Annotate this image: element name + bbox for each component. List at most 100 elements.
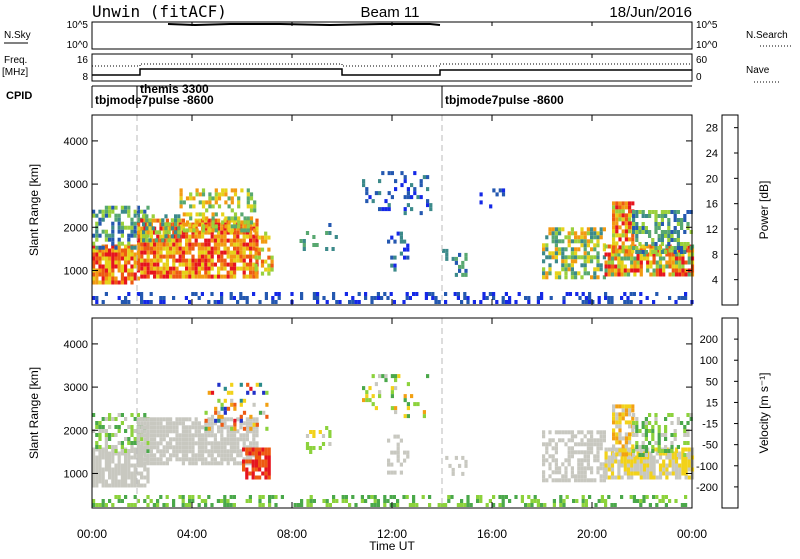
- range-gate-cell: [664, 234, 668, 238]
- range-gate-cell: [162, 445, 166, 450]
- range-gate-cell: [242, 274, 246, 279]
- range-gate-cell: [117, 425, 121, 429]
- range-gate-cell: [153, 421, 157, 426]
- range-gate-cell: [177, 234, 181, 239]
- range-gate-cell: [249, 414, 253, 419]
- range-gate-cell: [249, 421, 253, 426]
- range-gate-cell: [655, 252, 659, 257]
- range-gate-cell: [261, 503, 265, 507]
- range-gate-cell: [501, 188, 506, 193]
- range-gate-cell: [172, 238, 176, 243]
- range-gate-cell: [501, 499, 505, 503]
- range-gate-cell: [146, 274, 150, 279]
- range-gate-cell: [645, 296, 649, 300]
- range-gate-cell: [182, 212, 186, 217]
- range-gate-cell: [159, 495, 163, 499]
- range-gate-cell: [223, 437, 227, 442]
- range-gate-cell: [642, 459, 647, 464]
- range-gate-cell: [245, 433, 249, 438]
- range-gate-cell: [229, 437, 233, 442]
- range-gate-cell: [217, 445, 221, 450]
- range-gate-cell: [143, 461, 147, 466]
- range-gate-cell: [127, 233, 131, 238]
- range-gate-cell: [561, 259, 565, 264]
- range-gate-cell: [596, 458, 600, 463]
- range-gate-cell: [580, 470, 584, 475]
- range-gate-cell: [143, 437, 147, 442]
- range-gate-cell: [175, 266, 179, 271]
- range-gate-cell: [185, 230, 189, 235]
- range-gate-cell: [229, 429, 233, 434]
- range-gate-cell: [120, 499, 124, 503]
- range-gate-cell: [165, 457, 169, 462]
- range-gate-cell: [130, 276, 134, 281]
- range-gate-cell: [153, 417, 157, 422]
- range-gate-cell: [185, 429, 189, 434]
- range-gate-cell: [583, 231, 587, 236]
- range-gate-cell: [604, 292, 608, 296]
- range-gate-cell: [213, 421, 217, 426]
- range-gate-cell: [687, 252, 691, 257]
- range-gate-cell: [570, 430, 574, 435]
- range-gate-cell: [621, 416, 625, 421]
- range-gate-cell: [233, 242, 237, 247]
- range-gate-cell: [207, 433, 211, 438]
- range-gate-cell: [161, 218, 165, 223]
- range-gate-cell: [117, 429, 121, 433]
- range-gate-cell: [577, 470, 581, 475]
- range-gate-cell: [554, 478, 558, 483]
- range-gate-cell: [615, 205, 619, 210]
- range-gate-cell: [207, 270, 211, 275]
- range-gate-cell: [213, 461, 217, 466]
- range-gate-cell: [124, 264, 128, 269]
- range-gate-cell: [233, 246, 237, 251]
- range-gate-cell: [389, 292, 393, 296]
- range-gate-cell: [264, 259, 268, 264]
- range-gate-cell: [390, 390, 394, 395]
- range-gate-cell: [664, 445, 668, 449]
- range-gate-cell: [201, 437, 205, 442]
- range-gate-cell: [396, 434, 400, 439]
- range-gate-cell: [270, 259, 274, 264]
- range-gate-cell: [680, 218, 684, 222]
- range-gate-cell: [684, 292, 688, 296]
- range-gate-cell: [130, 233, 134, 238]
- range-gate-cell: [623, 264, 627, 269]
- range-gate-cell: [197, 441, 201, 446]
- range-gate-cell: [325, 300, 329, 304]
- range-gate-cell: [607, 252, 611, 257]
- range-gate-cell: [612, 428, 616, 433]
- range-gate-cell: [229, 230, 233, 235]
- range-gate-cell: [207, 266, 211, 271]
- range-gate-cell: [181, 262, 185, 267]
- range-gate-cell: [392, 503, 396, 507]
- range-gate-cell: [220, 414, 224, 419]
- range-gate-cell: [632, 425, 636, 429]
- range-gate-cell: [127, 252, 131, 257]
- range-gate-cell: [402, 495, 406, 499]
- range-gate-cell: [181, 254, 185, 259]
- range-gate-cell: [130, 503, 134, 507]
- range-gate-cell: [249, 242, 253, 247]
- range-gate-cell: [545, 235, 549, 240]
- range-gate-cell: [169, 274, 173, 279]
- range-gate-cell: [207, 250, 211, 255]
- range-gate-cell: [396, 446, 400, 451]
- range-gate-cell: [201, 433, 205, 438]
- range-gate-cell: [635, 246, 639, 250]
- range-gate-cell: [621, 444, 625, 449]
- range-gate-cell: [124, 417, 128, 421]
- range-gate-cell: [612, 229, 616, 234]
- range-gate-cell: [181, 417, 185, 422]
- range-gate-cell: [617, 475, 621, 480]
- range-gate-cell: [172, 258, 176, 263]
- range-gate-cell: [655, 475, 659, 480]
- range-gate-cell: [175, 453, 179, 458]
- range-gate-cell: [614, 272, 618, 277]
- range-gate-cell: [149, 437, 153, 442]
- range-gate-cell: [98, 248, 102, 253]
- range-gate-cell: [210, 457, 214, 462]
- range-gate-cell: [117, 280, 121, 285]
- power-ylabel: Slant Range [km]: [27, 164, 41, 256]
